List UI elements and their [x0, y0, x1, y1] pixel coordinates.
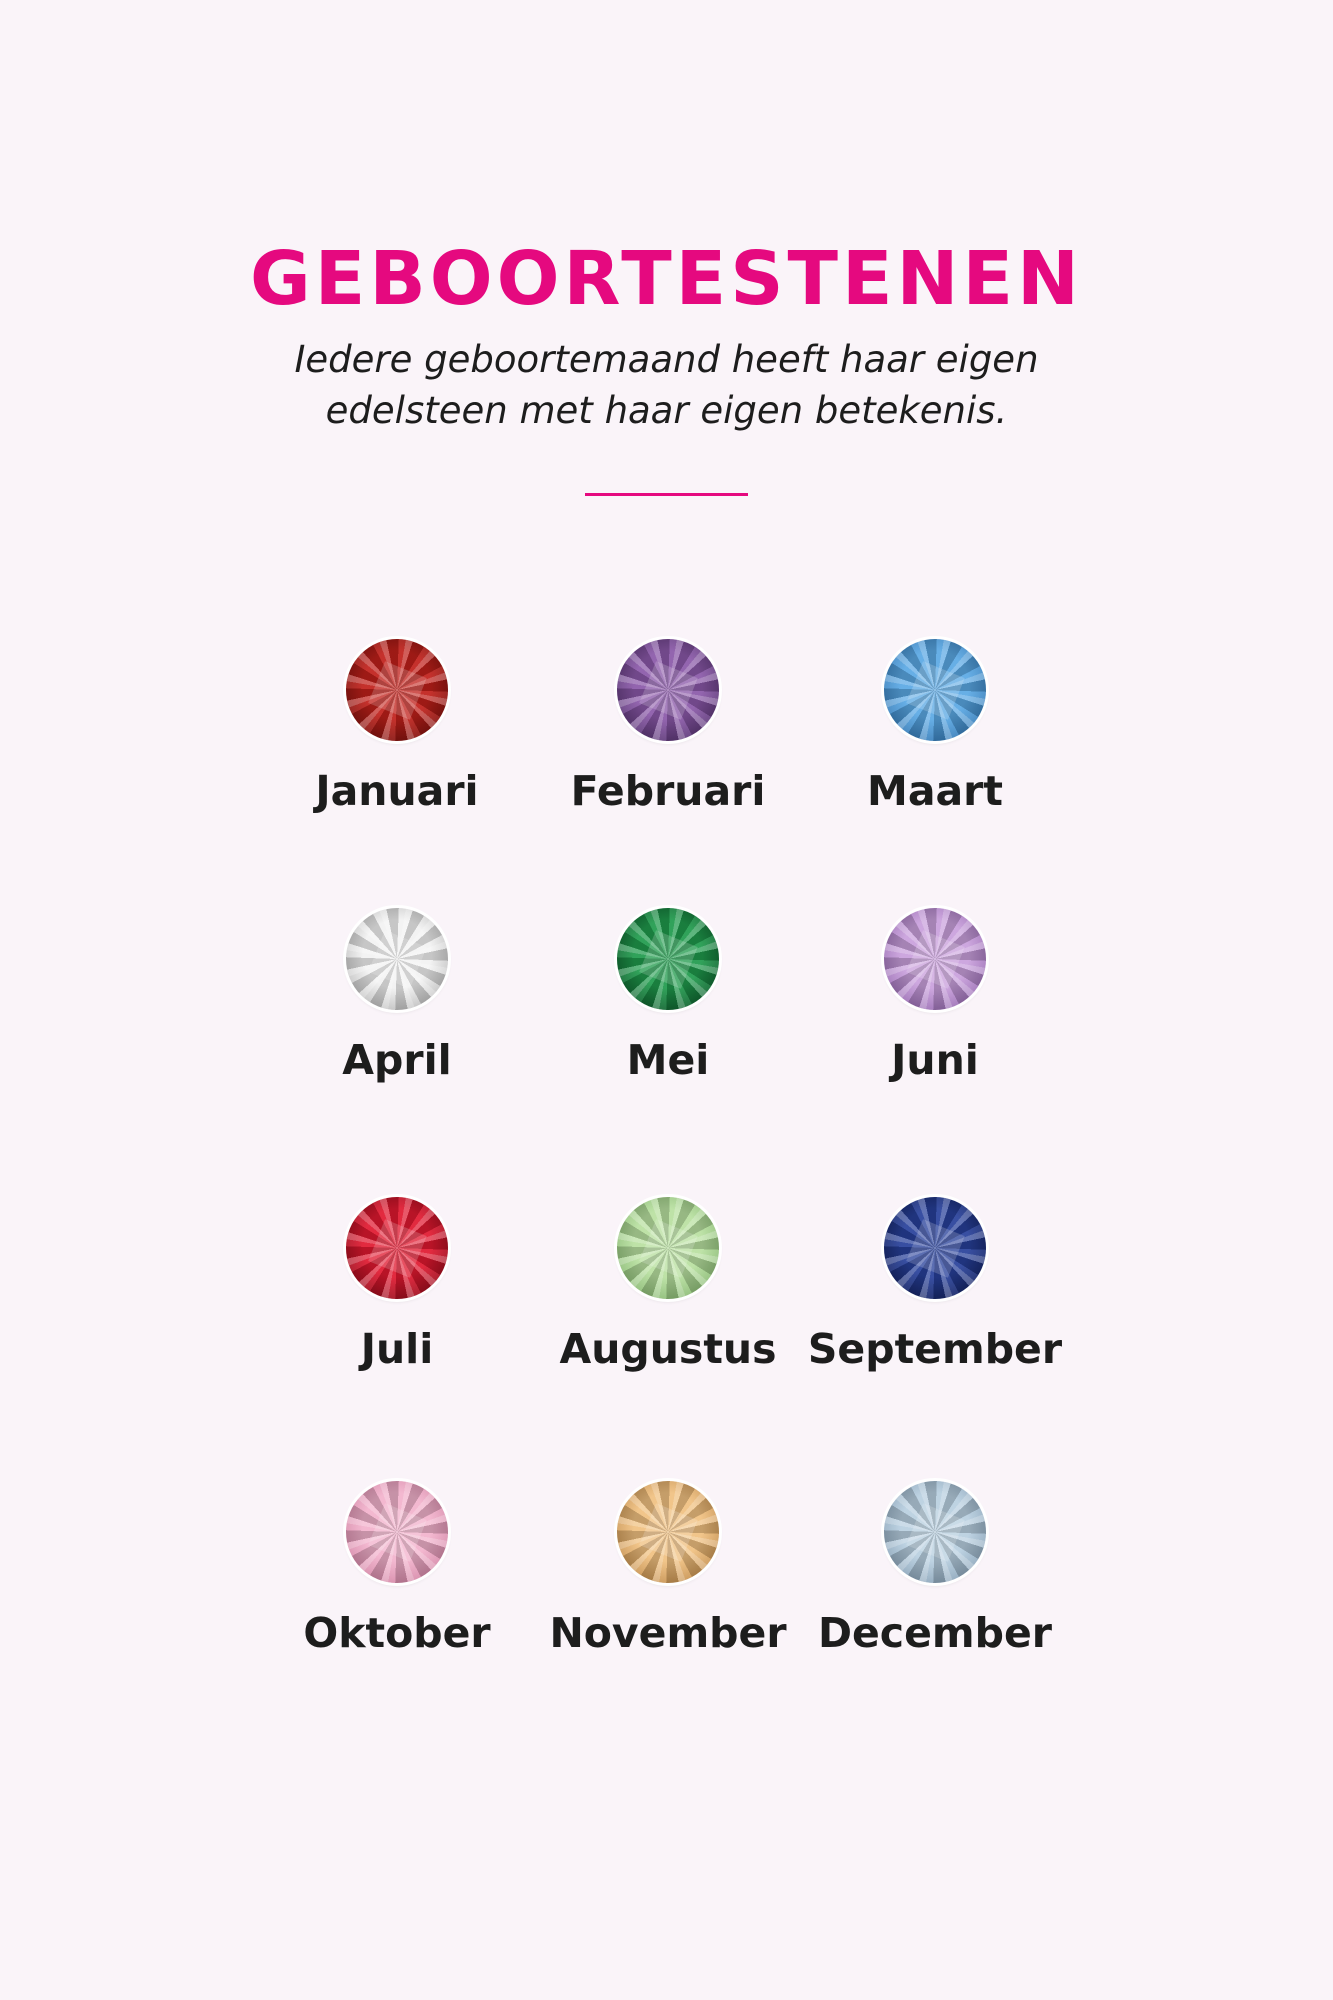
birthstone-item: Juni [785, 908, 1085, 1084]
birthstone-item: Oktober [247, 1481, 547, 1657]
birthstone-item: Augustus [518, 1197, 818, 1373]
gem-icon [884, 1197, 986, 1299]
month-label: Februari [570, 767, 766, 815]
birthstone-item: Juli [247, 1197, 547, 1373]
month-label: Juni [891, 1036, 979, 1084]
gem-icon [346, 1481, 448, 1583]
gem-icon [617, 908, 719, 1010]
gem-icon [346, 908, 448, 1010]
gem-icon [617, 1197, 719, 1299]
birthstone-item: Maart [785, 639, 1085, 815]
month-label: December [817, 1609, 1053, 1657]
month-label: Augustus [559, 1325, 777, 1373]
birthstone-item: Februari [518, 639, 818, 815]
birthstone-item: September [785, 1197, 1085, 1373]
birthstone-item: December [785, 1481, 1085, 1657]
gem-icon [617, 639, 719, 741]
gem-icon [884, 639, 986, 741]
birthstone-item: Mei [518, 908, 818, 1084]
birthstone-item: Januari [247, 639, 547, 815]
page-title: GEBOORTESTENEN [250, 236, 1083, 322]
subtitle-line-1: Iedere geboortemaand heeft haar eigen [294, 338, 1039, 381]
month-label: Juli [360, 1325, 434, 1373]
gem-icon [884, 908, 986, 1010]
month-label: April [342, 1036, 452, 1084]
month-label: Oktober [303, 1609, 491, 1657]
gem-icon [346, 1197, 448, 1299]
month-label: Mei [626, 1036, 710, 1084]
month-label: Januari [315, 767, 479, 815]
month-label: Maart [867, 767, 1003, 815]
birthstone-item: November [518, 1481, 818, 1657]
subtitle-line-2: edelsteen met haar eigen betekenis. [325, 389, 1008, 432]
gem-icon [617, 1481, 719, 1583]
divider [585, 493, 748, 496]
month-label: September [807, 1325, 1063, 1373]
gem-icon [346, 639, 448, 741]
gem-icon [884, 1481, 986, 1583]
birthstone-item: April [247, 908, 547, 1084]
month-label: November [549, 1609, 787, 1657]
